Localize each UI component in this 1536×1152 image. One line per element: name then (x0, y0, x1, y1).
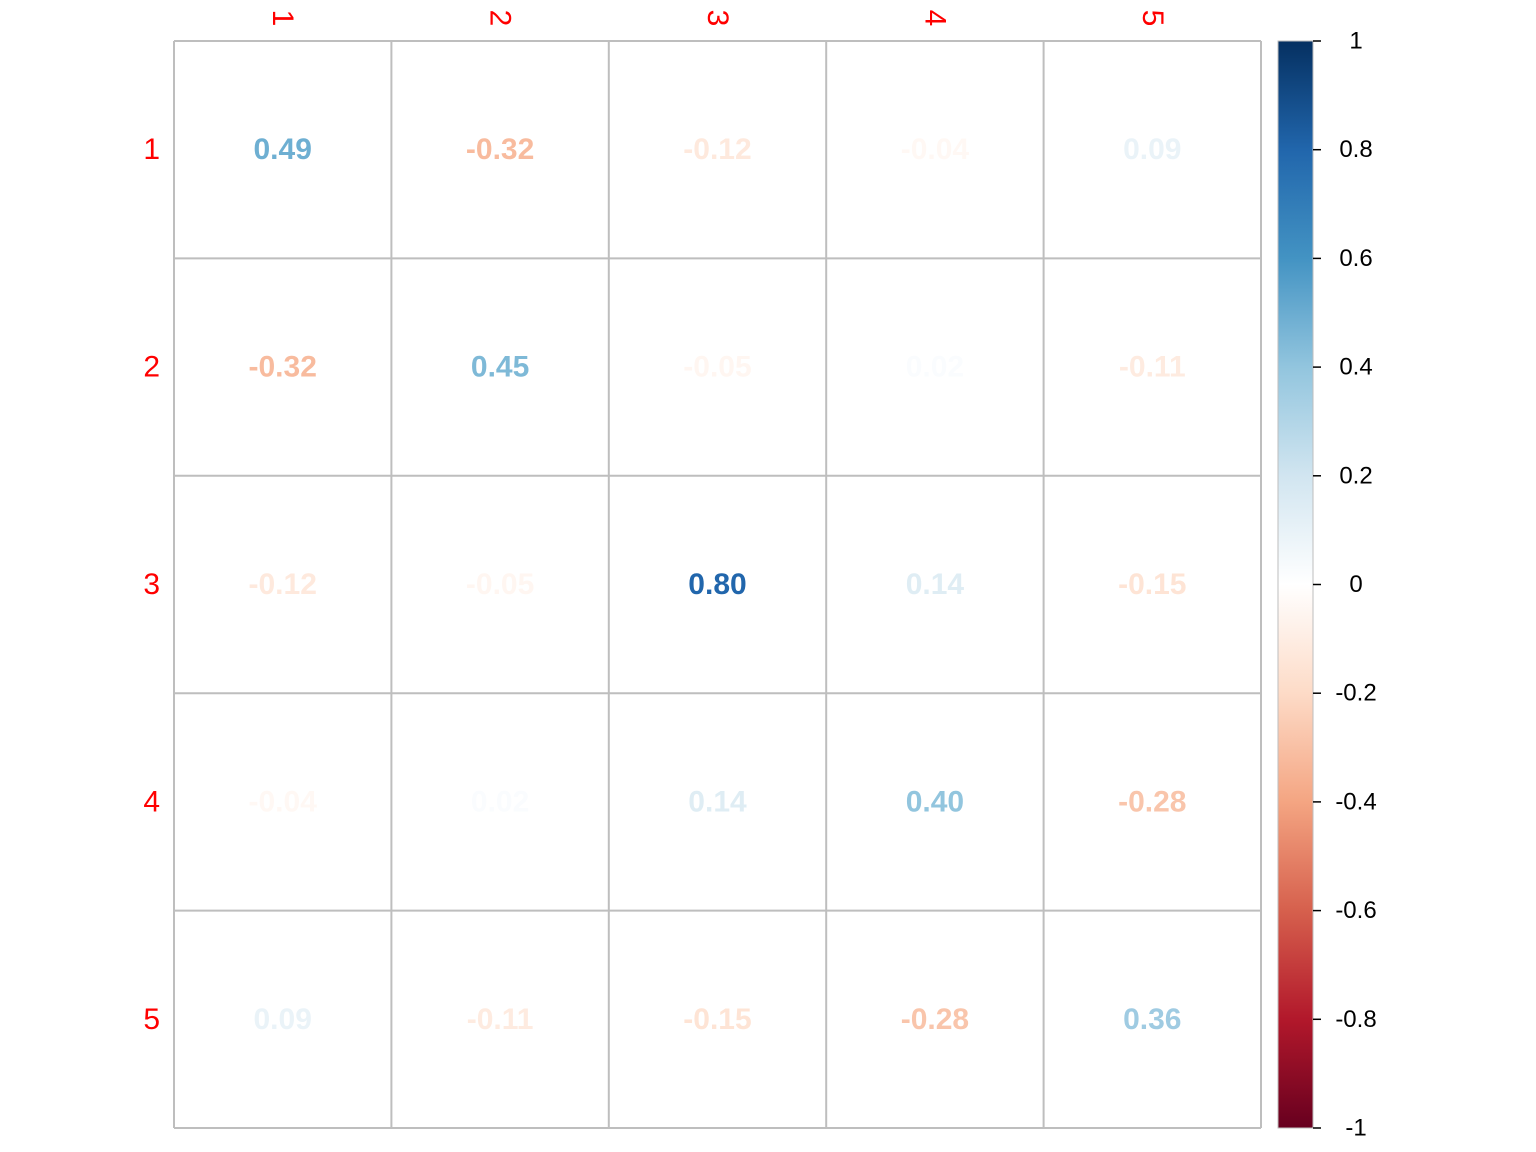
cell-value-3-1: -0.12 (249, 568, 317, 601)
cell-value-1-2: -0.32 (466, 133, 534, 166)
row-label-4: 4 (143, 785, 160, 818)
cell-value-2-5: -0.11 (1119, 351, 1186, 384)
cell-value-4-1: -0.04 (249, 785, 318, 818)
row-label-3: 3 (143, 568, 160, 601)
column-label-5: 5 (1136, 10, 1169, 27)
cell-value-3-3: 0.80 (688, 568, 746, 601)
colorbar-gradient (1277, 40, 1314, 1129)
colorbar-tick-label: 0.4 (1339, 354, 1372, 381)
cell-value-2-3: -0.05 (683, 351, 751, 384)
colorbar-tick-label: -0.4 (1335, 788, 1376, 815)
colorbar-tick-label: 0 (1349, 571, 1362, 598)
heatmap-grid (173, 40, 1262, 1129)
row-label-5: 5 (143, 1003, 160, 1036)
cell-value-4-2: 0.02 (471, 785, 529, 818)
colorbar-tick-label: 0.6 (1339, 245, 1372, 272)
cell-value-5-5: 0.36 (1123, 1003, 1181, 1036)
cell-value-1-3: -0.12 (683, 133, 751, 166)
row-labels: 1 2 3 4 5 (143, 133, 160, 1036)
colorbar-tick-label: -0.6 (1335, 897, 1376, 924)
row-label-2: 2 (143, 351, 160, 384)
cell-value-1-1: 0.49 (254, 133, 312, 166)
cell-value-3-5: -0.15 (1118, 568, 1186, 601)
cell-value-4-5: -0.28 (1118, 785, 1186, 818)
cell-value-5-3: -0.15 (683, 1003, 751, 1036)
column-labels: 1 2 3 4 5 (266, 10, 1169, 27)
colorbar-tick-label: -1 (1345, 1115, 1366, 1142)
cell-value-2-4: 0.02 (906, 351, 964, 384)
cell-value-5-1: 0.09 (254, 1003, 312, 1036)
cell-value-1-5: 0.09 (1123, 133, 1181, 166)
cell-value-3-4: 0.14 (906, 568, 965, 601)
cell-values: 0.49 -0.32 -0.12 -0.04 0.09 -0.32 0.45 -0.05 0.0… (249, 133, 1187, 1036)
colorbar-tick-label: 0.8 (1339, 136, 1372, 163)
colorbar-tick-label: -0.2 (1335, 680, 1376, 707)
colorbar-tick-label: -0.8 (1335, 1006, 1376, 1033)
row-label-1: 1 (143, 133, 160, 166)
column-label-1: 1 (266, 10, 299, 27)
cell-value-3-2: -0.05 (466, 568, 534, 601)
cell-value-2-2: 0.45 (471, 351, 529, 384)
column-label-3: 3 (701, 10, 734, 27)
cell-value-4-3: 0.14 (688, 785, 747, 818)
cell-value-2-1: -0.32 (249, 351, 317, 384)
column-label-2: 2 (484, 10, 517, 27)
cell-value-5-4: -0.28 (901, 1003, 969, 1036)
colorbar-tick-label: 0.2 (1339, 462, 1372, 489)
cell-value-5-2: -0.11 (467, 1003, 534, 1036)
cell-value-1-4: -0.04 (901, 133, 970, 166)
cell-value-4-4: 0.40 (906, 785, 964, 818)
column-label-4: 4 (918, 10, 951, 27)
colorbar-tick-label: 1 (1349, 28, 1362, 55)
colorbar-legend: 1 0.8 0.6 0.4 0.2 0 -0.2 -0.4 -0.6 -0.8 -1 (1277, 28, 1377, 1142)
